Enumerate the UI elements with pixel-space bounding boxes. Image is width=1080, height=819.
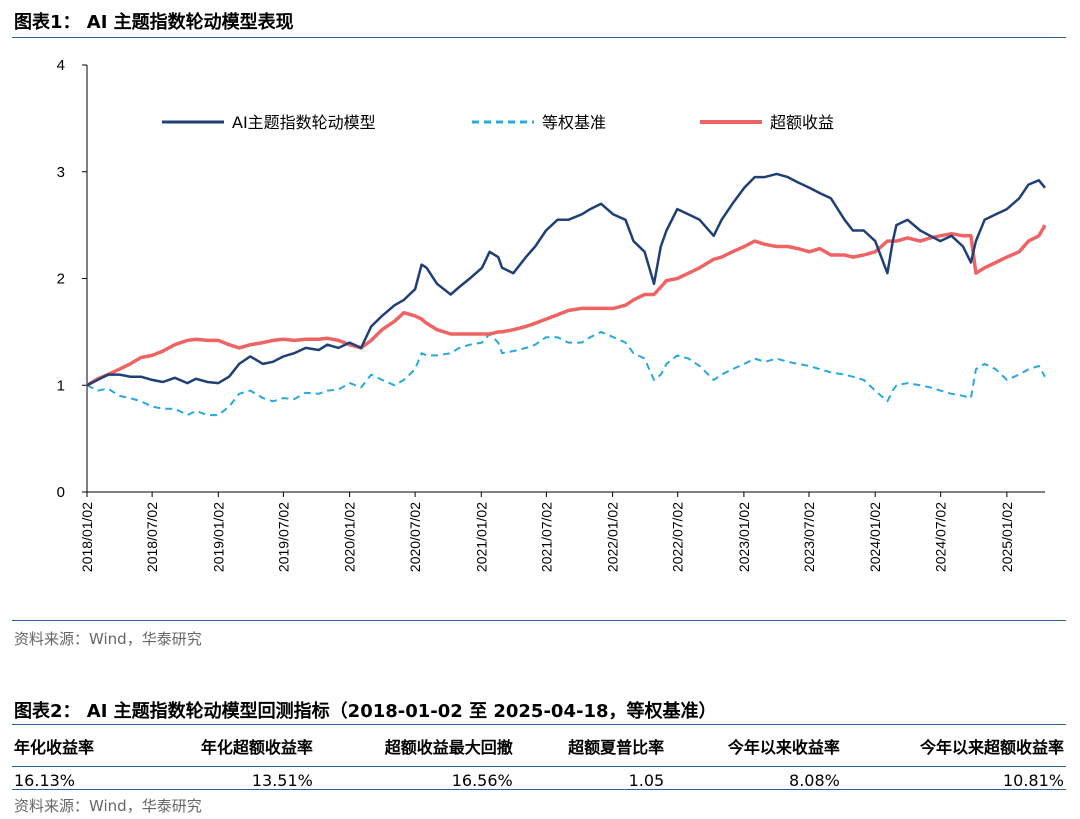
header-cell: 超额夏普比率 <box>514 728 667 767</box>
header-cell: 超额收益最大回撤 <box>314 728 515 767</box>
header-cell: 年化超额收益率 <box>139 728 315 767</box>
x-tick-label: 2018/07/02 <box>144 502 160 572</box>
x-tick-label: 2022/01/02 <box>605 502 621 572</box>
value-cell: 16.13% <box>14 771 76 790</box>
x-tick-label: 2024/01/02 <box>867 502 883 572</box>
figure2-title: 图表2： AI 主题指数轮动模型回测指标（2018-01-02 至 2025-0… <box>14 701 717 722</box>
header-cell: 今年以来超额收益率 <box>841 728 1066 767</box>
x-tick-label: 2025/01/02 <box>999 502 1015 572</box>
x-tick-label: 2023/01/02 <box>736 502 752 572</box>
header-cell: 年化收益率 <box>12 728 140 767</box>
metrics-table: 年化收益率 年化超额收益率 超额收益最大回撤 超额夏普比率 今年以来收益率 今年… <box>12 728 1066 796</box>
legend-label: 超额收益 <box>770 113 834 132</box>
figure1-source: 资料来源：Wind，华泰研究 <box>14 630 202 648</box>
y-tick-label: 4 <box>57 57 65 74</box>
x-tick-label: 2019/01/02 <box>210 502 226 572</box>
header-cell: 今年以来收益率 <box>666 728 842 767</box>
legend-label: AI主题指数轮动模型 <box>232 113 376 132</box>
value-cell: 13.51% <box>251 771 313 790</box>
x-tick-label: 2020/01/02 <box>342 502 358 572</box>
series-line-2 <box>86 330 1046 417</box>
x-tick-label: 2019/07/02 <box>275 502 291 572</box>
figure2-source: 资料来源：Wind，华泰研究 <box>14 797 202 815</box>
x-tick-label: 2022/07/02 <box>670 502 686 572</box>
x-tick-label: 2021/07/02 <box>538 502 554 572</box>
metrics-header-row: 年化收益率 年化超额收益率 超额收益最大回撤 超额夏普比率 今年以来收益率 今年… <box>12 728 1066 767</box>
value-cell: 16.56% <box>451 771 513 790</box>
y-tick-label: 2 <box>57 271 65 288</box>
legend-label: 等权基准 <box>542 113 606 132</box>
metrics-value-row: 16.13% 13.51% 16.56% 1.05 8.08% 10.81% <box>12 767 1066 797</box>
x-tick-label: 2018/01/02 <box>79 502 95 572</box>
value-cell: 8.08% <box>789 771 840 790</box>
x-tick-label: 2023/07/02 <box>801 502 817 572</box>
y-tick-label: 0 <box>57 484 65 501</box>
value-cell: 1.05 <box>628 771 665 790</box>
x-tick-label: 2024/07/02 <box>933 502 949 572</box>
y-tick-label: 3 <box>57 164 65 181</box>
value-cell: 10.81% <box>1002 771 1064 790</box>
series-line-1 <box>86 172 1046 387</box>
table-top-divider <box>12 724 1066 725</box>
chart: 0 1 2 3 4 2018/01/02 2018/07/02 2019/01/02 2019/… <box>57 57 1047 572</box>
title-divider <box>12 37 1066 38</box>
y-tick-label: 1 <box>57 377 65 394</box>
x-tick-label: 2021/01/02 <box>473 502 489 572</box>
source-divider <box>12 620 1066 621</box>
figure1-title: 图表1： AI 主题指数轮动模型表现 <box>14 12 294 33</box>
x-tick-label: 2020/07/02 <box>407 502 423 572</box>
table-bottom-divider <box>12 789 1066 790</box>
series-line-3 <box>86 224 1047 387</box>
